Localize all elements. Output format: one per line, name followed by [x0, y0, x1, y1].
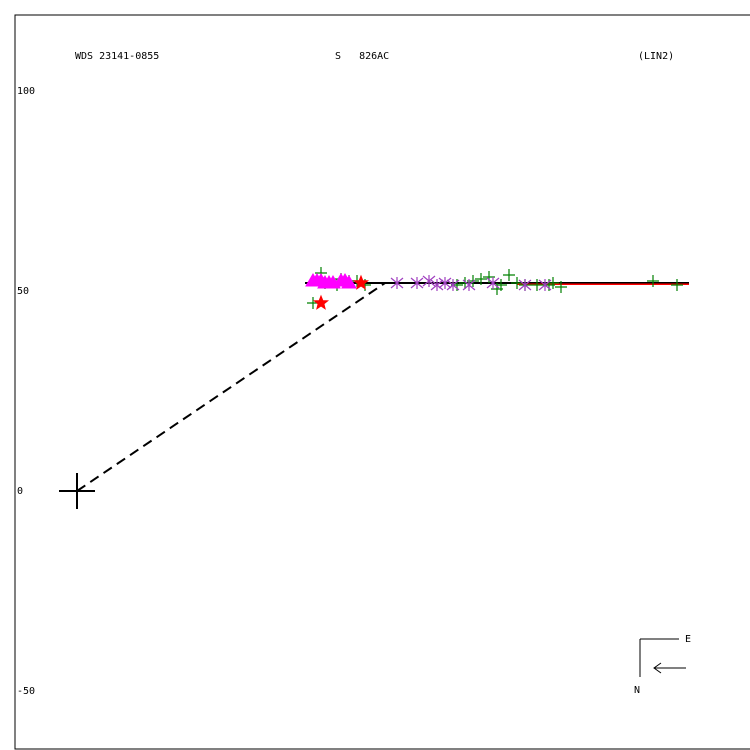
discoverer-label: S 826AC	[335, 51, 389, 62]
plus-marker	[647, 275, 659, 287]
asterisk-marker	[486, 277, 500, 289]
triangle-marker	[341, 275, 357, 289]
y-tick-label: 100	[17, 86, 35, 97]
y-axis-ticks: 100 50 0 -50	[17, 86, 35, 697]
compass: E N	[634, 634, 691, 696]
plus-marker	[547, 277, 559, 289]
plus-marker	[503, 269, 515, 281]
connector-line	[76, 282, 386, 492]
asterisk-marker	[430, 279, 444, 291]
compass-north-label: N	[634, 685, 640, 696]
asterisk-marker	[518, 279, 532, 291]
y-tick-label: -50	[17, 686, 35, 697]
observation-points	[305, 267, 683, 310]
asterisk-marker	[390, 277, 404, 289]
motion-arrow-head	[653, 662, 662, 674]
plus-marker	[555, 281, 567, 293]
star-marker	[352, 274, 370, 290]
primary-star-cross	[59, 473, 95, 509]
wds-id-label: WDS 23141-0855	[75, 51, 159, 62]
asterisk-marker	[446, 279, 460, 291]
asterisk-marker	[462, 279, 476, 291]
y-tick-label: 50	[17, 286, 29, 297]
plus-marker	[511, 277, 523, 289]
plot-frame	[14, 14, 750, 750]
plus-marker	[475, 273, 487, 285]
asterisk-marker	[422, 275, 436, 287]
asterisk-marker	[538, 279, 552, 291]
plus-marker	[495, 279, 507, 291]
y-tick-label: 0	[17, 486, 23, 497]
compass-east-label: E	[685, 634, 691, 645]
asterisk-marker	[410, 277, 424, 289]
asterisk-marker	[438, 277, 452, 289]
plus-marker	[531, 279, 543, 291]
plus-marker	[671, 279, 683, 291]
fit-type-label: (LIN2)	[638, 51, 674, 62]
star-marker	[312, 294, 330, 310]
